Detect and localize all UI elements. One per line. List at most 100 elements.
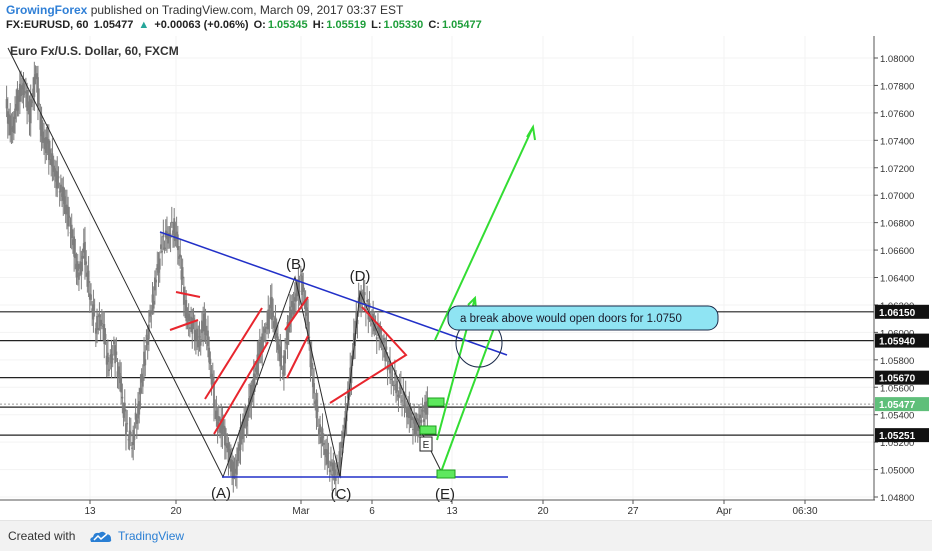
candle-body: [154, 277, 156, 291]
candle-body: [262, 340, 265, 343]
candle-body: [122, 406, 125, 418]
ohlc-line: FX:EURUSD, 60 1.05477 ▲ +0.00063 (+0.06%…: [6, 19, 484, 31]
candle-body: [205, 334, 208, 336]
tradingview-brand-link[interactable]: TradingView: [118, 529, 185, 543]
y-tick-label: 1.07200: [880, 164, 914, 175]
candle-body: [330, 461, 332, 467]
low-label: L:: [371, 19, 382, 31]
candle-body: [250, 384, 253, 405]
candle-body: [113, 340, 115, 345]
candle-body: [290, 309, 293, 319]
candle-body: [332, 462, 335, 471]
candle-body: [316, 407, 319, 413]
candle-body: [256, 354, 259, 375]
candle-body: [252, 373, 255, 396]
candle-body: [219, 423, 221, 433]
candle-body: [351, 350, 354, 360]
candle-body: [333, 469, 336, 476]
candle-body: [20, 85, 22, 97]
author-link[interactable]: GrowingForex: [6, 3, 88, 17]
candle-body: [17, 95, 20, 102]
candle-body: [27, 101, 30, 111]
candle-body: [412, 429, 414, 431]
price-axis[interactable]: [874, 36, 932, 500]
candle-body: [373, 323, 376, 332]
candle-body: [369, 316, 372, 322]
candle-body: [418, 418, 420, 432]
candle-body: [226, 445, 229, 448]
candle-body: [328, 469, 331, 473]
candle-body: [425, 402, 428, 415]
candle-body: [356, 319, 359, 325]
candle-body: [145, 334, 148, 343]
candle-body: [62, 186, 65, 201]
candle-body: [43, 137, 45, 143]
chart-header: GrowingForex published on TradingView.co…: [0, 0, 932, 36]
candle-body: [196, 328, 199, 341]
candle-body: [73, 236, 76, 257]
candle-body: [67, 206, 69, 227]
y-tick-label: 1.05600: [880, 383, 914, 394]
wave-label: (E): [435, 486, 455, 503]
candle-body: [390, 378, 393, 380]
candle-body: [185, 299, 188, 321]
y-tick-label: 1.05800: [880, 356, 914, 367]
candle-body: [53, 168, 56, 177]
candle-body: [192, 318, 195, 321]
candle-body: [146, 337, 149, 345]
wave-label: (D): [350, 268, 371, 285]
candle-body: [103, 324, 106, 345]
last-price: 1.05477: [93, 19, 134, 31]
candle-body: [315, 399, 318, 419]
candle-body: [239, 427, 242, 451]
candle-body: [295, 293, 297, 302]
candle-body: [213, 381, 215, 407]
candle-body: [108, 369, 110, 371]
candle-body: [280, 355, 283, 358]
candle-body: [317, 428, 320, 436]
candle-body: [410, 412, 413, 421]
candle-body: [140, 373, 143, 383]
candle-body: [379, 327, 382, 334]
candle-body: [339, 456, 342, 468]
price-chart[interactable]: a break above would open doors for 1.075…: [0, 36, 932, 520]
candle-body: [268, 310, 271, 319]
candle-body: [267, 309, 270, 330]
wave-label: (B): [286, 256, 306, 273]
candle-body: [75, 263, 78, 278]
candle-body: [56, 171, 59, 189]
candle-body: [176, 234, 179, 251]
candle-body: [141, 376, 144, 387]
candle-body: [414, 419, 417, 437]
candle-body: [94, 328, 97, 334]
candle-body: [69, 232, 72, 234]
candle-body: [79, 261, 82, 269]
candle-body: [337, 471, 340, 475]
candle-body: [10, 127, 13, 130]
candle-body: [416, 426, 419, 431]
candle-body: [38, 103, 41, 105]
candle-body: [81, 255, 84, 259]
candle-body: [378, 327, 381, 339]
candle-body: [134, 412, 137, 420]
candle-body: [389, 360, 391, 374]
y-tick-label: 1.06800: [880, 219, 914, 230]
candle-body: [371, 323, 373, 325]
candle-body: [120, 376, 123, 393]
candle-body: [324, 449, 326, 455]
candle-body: [63, 196, 66, 205]
drawings: a break above would open doors for 1.075…: [7, 47, 719, 479]
candle-body: [49, 149, 51, 158]
candle-body: [172, 230, 174, 236]
candle-body: [309, 349, 312, 368]
candle-body: [114, 345, 117, 364]
candle-body: [127, 439, 130, 441]
candle-body: [362, 292, 365, 300]
candle-body: [327, 452, 330, 454]
tradingview-cloud-icon: [90, 531, 112, 542]
candle-body: [342, 432, 344, 439]
candle-body: [233, 471, 236, 474]
candle-body: [340, 441, 343, 448]
created-with-label: Created with: [8, 529, 76, 543]
callout-box: [447, 305, 719, 331]
